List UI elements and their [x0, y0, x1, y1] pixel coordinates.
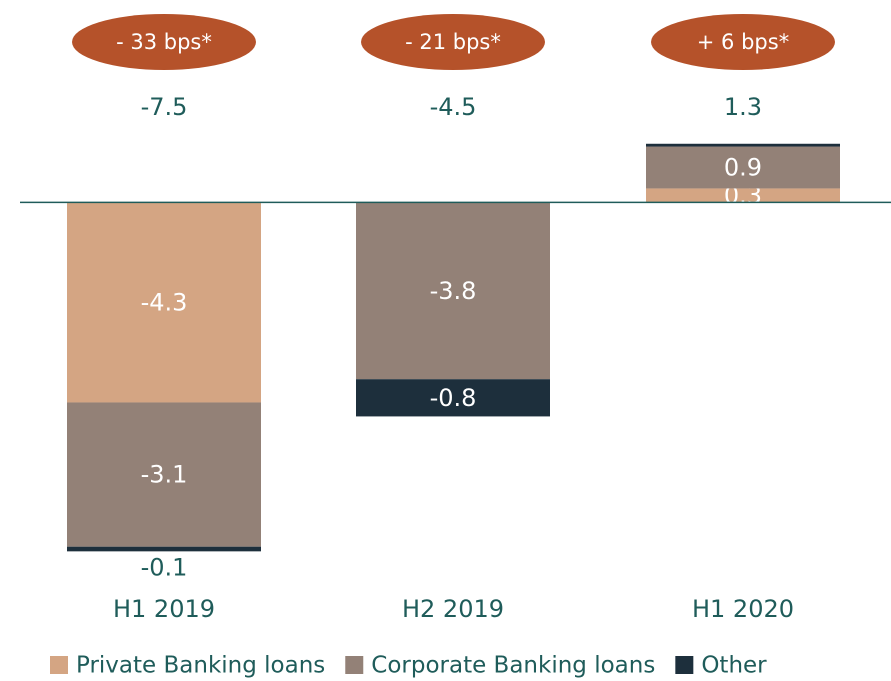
annotation-bubble	[361, 14, 545, 70]
data-label: -3.1	[141, 461, 188, 489]
annotation-bubble	[72, 14, 256, 70]
bar-segment	[356, 202, 550, 380]
data-label: -3.8	[430, 277, 477, 305]
data-label: -0.1	[141, 553, 188, 581]
category-label: H1 2019	[113, 595, 215, 623]
bar-segment	[646, 146, 840, 189]
annotation-bubble	[651, 14, 835, 70]
annotation: - 21 bps*	[405, 30, 501, 54]
annotation: - 33 bps*	[116, 30, 212, 54]
annotation: + 6 bps*	[697, 30, 789, 54]
legend-swatch	[345, 656, 364, 674]
bar-segment	[67, 202, 261, 403]
legend-swatch	[675, 656, 694, 674]
legend-swatch	[50, 656, 68, 674]
data-label: 0.9	[724, 153, 762, 181]
data-label: -4.3	[141, 288, 188, 316]
category-label: H1 2020	[692, 595, 794, 623]
bar-segment	[67, 402, 261, 547]
data-label: -0.8	[430, 384, 477, 412]
bar-segment	[356, 379, 550, 417]
bar-segment	[646, 188, 840, 203]
total-label: 1.3	[724, 93, 762, 121]
total-label: -7.5	[141, 93, 188, 121]
total-label: -4.5	[430, 93, 477, 121]
legend-label: Private Banking loans	[76, 653, 325, 679]
legend-label: Other	[701, 653, 767, 679]
legend-label: Corporate Banking loans	[371, 653, 655, 679]
bar-segment	[67, 546, 261, 552]
category-label: H2 2019	[402, 595, 504, 623]
bar-segment	[646, 143, 840, 147]
